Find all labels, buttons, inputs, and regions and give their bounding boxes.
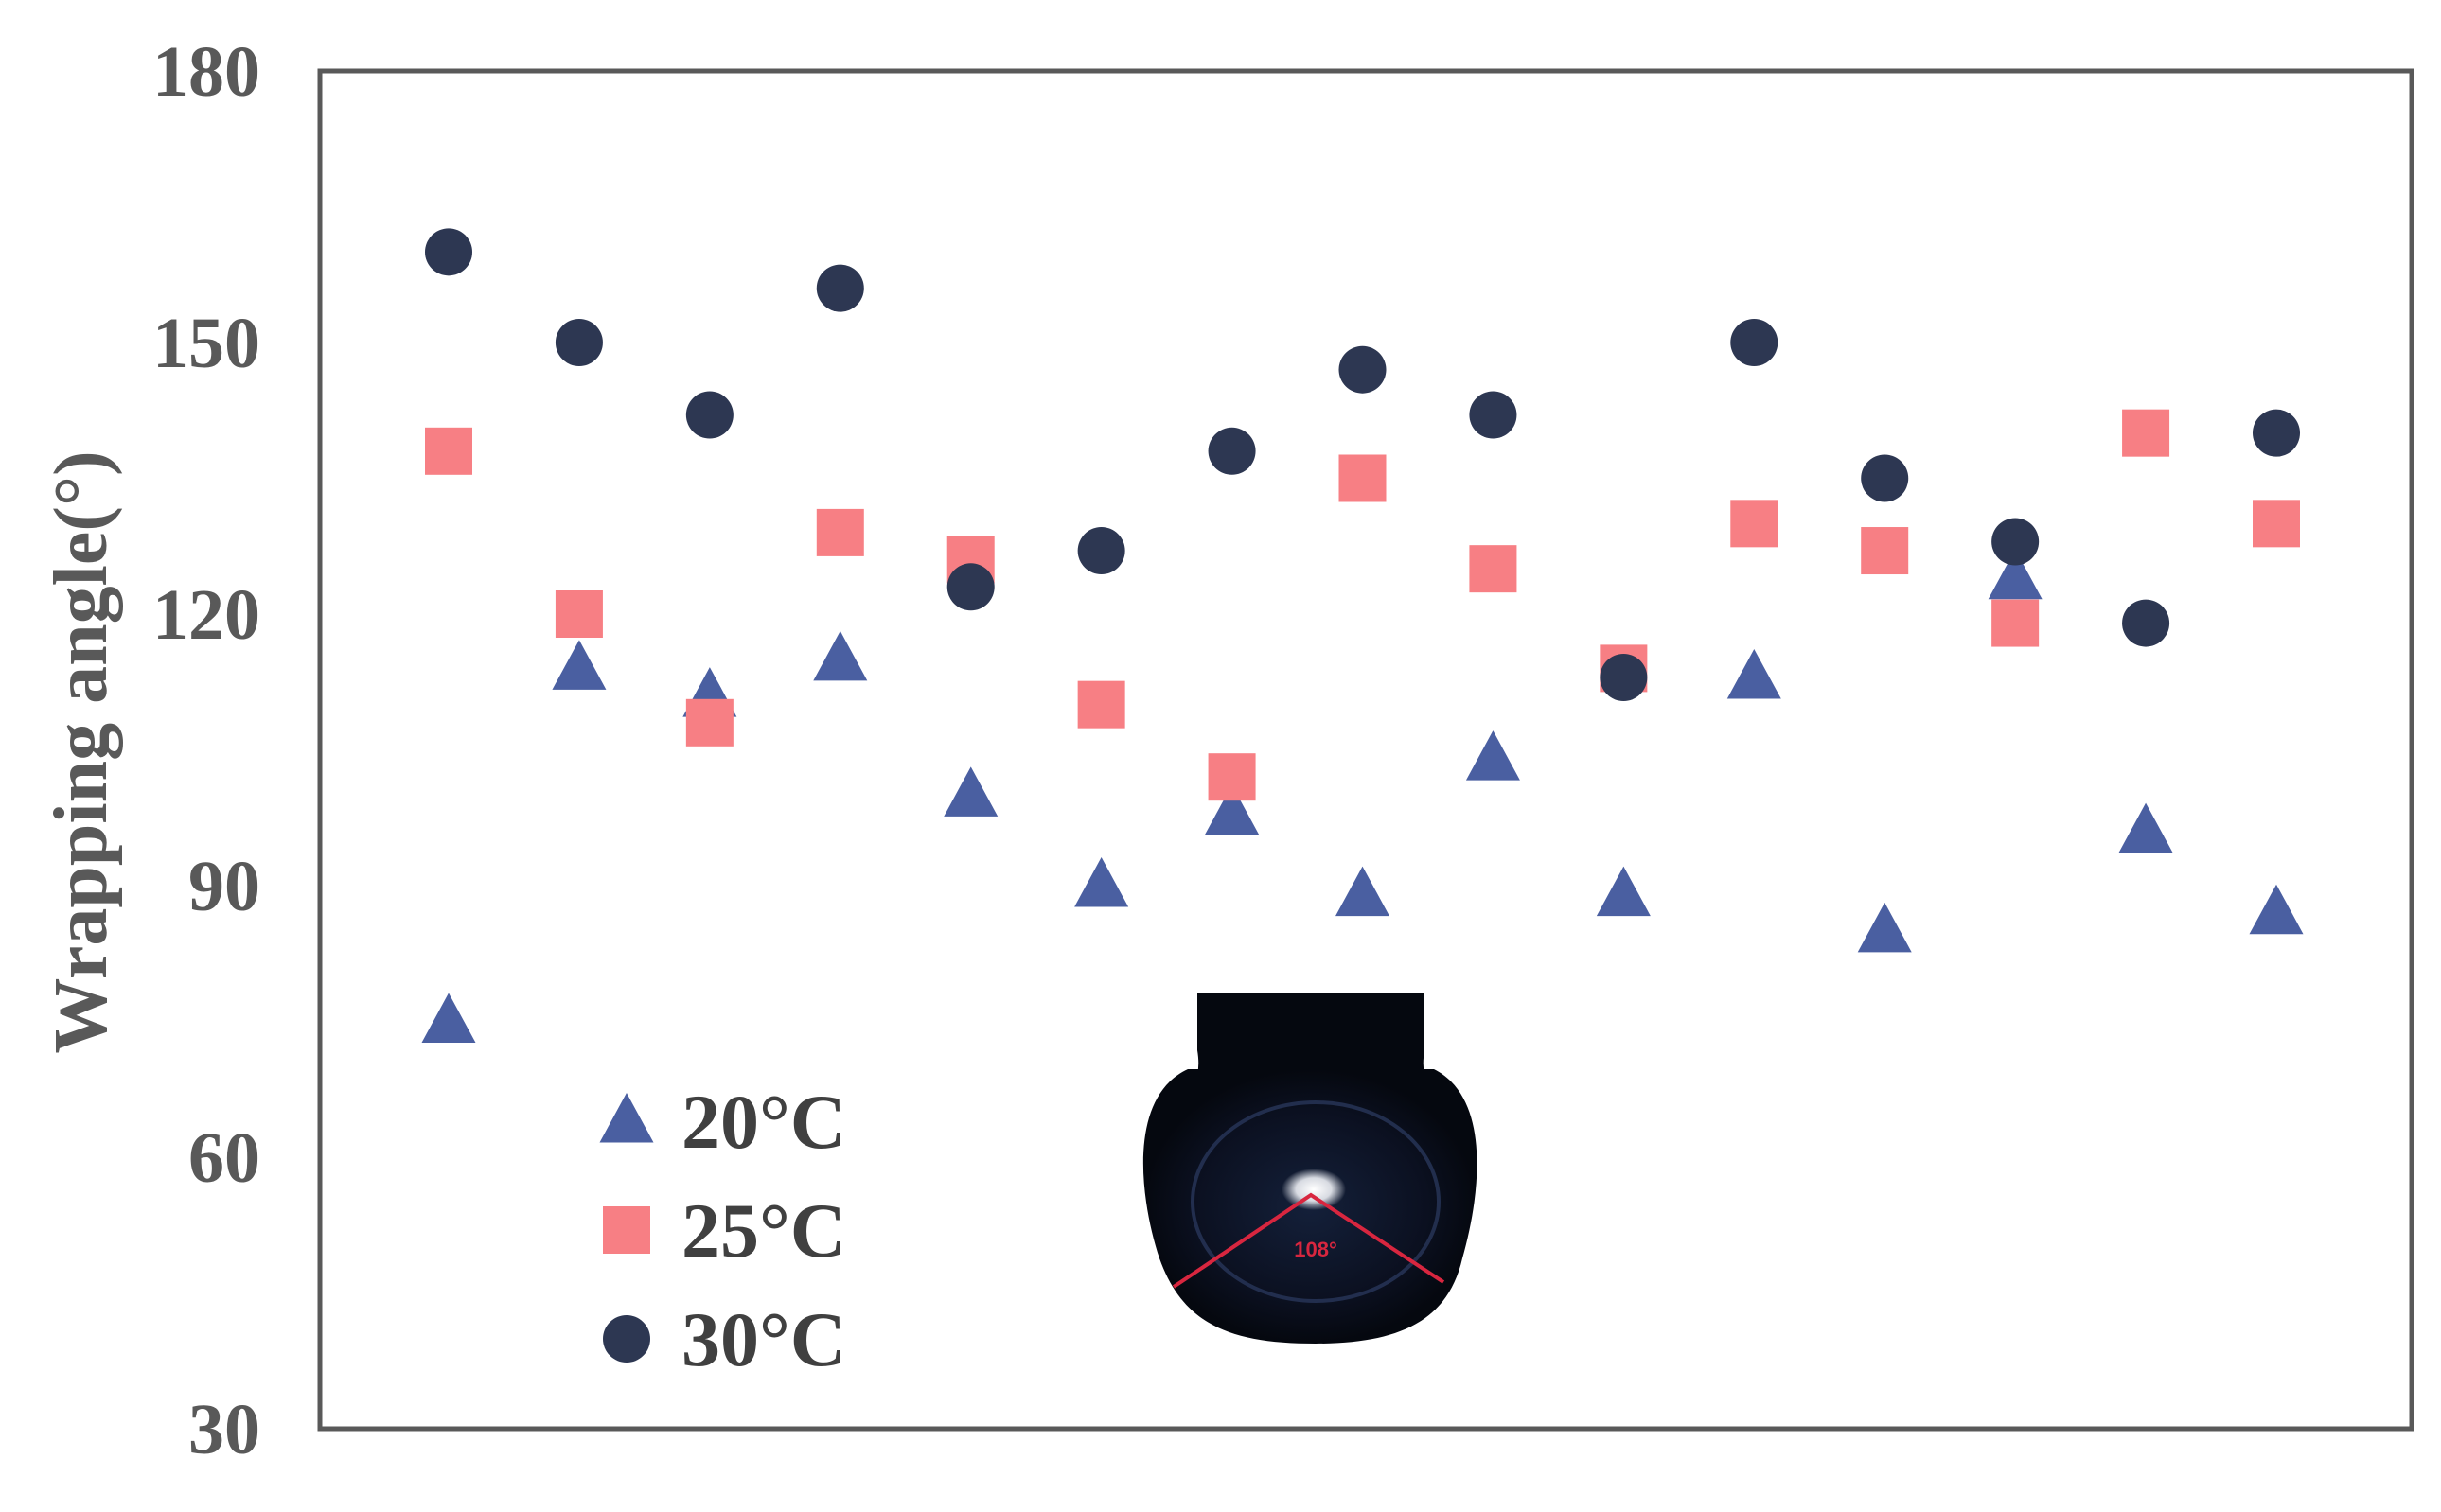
data-point-circle [555,319,603,366]
data-point-triangle [1857,902,1912,953]
data-point-square [555,590,603,638]
data-point-square [1730,500,1778,548]
data-point-triangle [813,630,868,681]
wrapping-angle-lines [1172,1192,1445,1289]
data-point-triangle [1335,866,1389,917]
data-point-square [816,508,864,556]
data-point-square [685,698,734,747]
data-point-triangle [944,766,999,817]
data-point-square [1861,527,1909,575]
data-point-circle [2122,599,2170,647]
data-point-square [2253,500,2300,548]
data-point-circle [1600,653,1648,701]
inset-angle-label: 108° [1294,1238,1337,1261]
data-point-circle [1208,427,1256,475]
y-tick-label: 150 [152,304,260,383]
data-point-circle [1077,527,1125,575]
data-point-square [1338,454,1387,502]
data-point-triangle [1465,730,1520,781]
y-tick-label: 60 [188,1118,260,1198]
legend-item: 25°C [603,1187,846,1274]
y-tick-label: 180 [152,32,260,112]
data-point-circle [1730,319,1778,366]
data-point-triangle [552,640,607,690]
data-point-circle [816,264,864,312]
data-point-circle [946,563,995,611]
series-square [425,409,2300,801]
data-point-triangle [1988,549,2043,600]
data-point-triangle [2249,884,2304,935]
data-markers [421,228,2304,1043]
data-point-circle [2253,409,2300,457]
data-point-circle [685,391,734,439]
legend-marker-triangle [599,1093,654,1143]
data-point-square [425,427,472,475]
plot-area [317,68,2414,1432]
data-point-circle [1991,518,2040,566]
legend-label: 25°C [681,1187,846,1274]
legend-marker-circle [603,1315,650,1363]
series-triangle [421,549,2304,1043]
data-point-triangle [2118,802,2173,853]
droplet-inset-image: 108° [1142,993,1477,1344]
data-point-triangle [1596,866,1651,917]
legend-item: 20°C [599,1079,846,1165]
data-point-square [2122,409,2170,457]
data-point-triangle [1074,857,1129,907]
y-tick-label: 120 [152,575,260,655]
y-axis-ticks: 30 60 90 120 150 180 [152,32,260,1469]
legend-item: 30°C [603,1296,846,1382]
series-circle [425,228,2300,701]
legend-label: 20°C [681,1079,846,1165]
data-point-triangle [1205,784,1260,835]
data-point-circle [425,228,472,276]
y-axis-title: Wrapping angle(°) [40,450,123,1053]
data-point-triangle [1726,648,1781,699]
legend-label: 30°C [681,1296,846,1382]
data-point-square [1077,680,1125,729]
data-point-circle [1469,391,1517,439]
data-point-square [1991,599,2040,647]
y-tick-label: 30 [188,1390,260,1469]
y-tick-label: 90 [188,847,260,926]
data-point-square [1469,545,1517,593]
data-point-circle [1338,345,1387,394]
data-point-square [1208,753,1256,801]
legend: 20°C 25°C 30°C [599,1079,846,1382]
data-point-triangle [421,993,476,1043]
legend-marker-square [603,1206,650,1254]
data-point-circle [1861,454,1909,502]
